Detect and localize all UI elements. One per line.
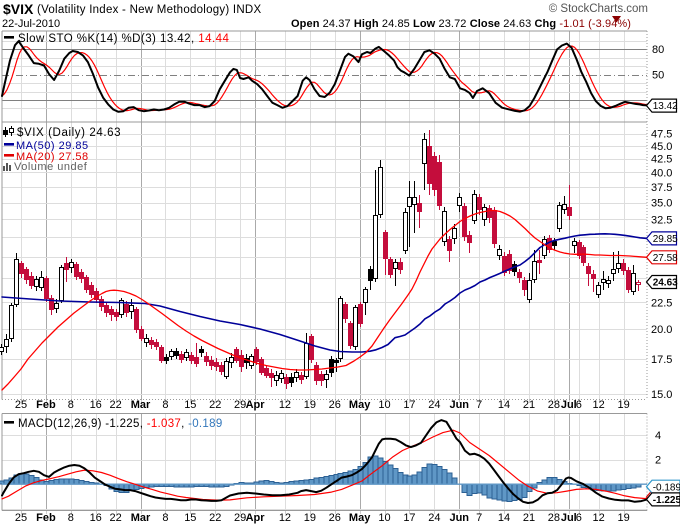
svg-text:MACD(12,26,9) -1.225, -1.037,: MACD(12,26,9) -1.225, -1.037, -0.189 [18, 418, 223, 430]
svg-text:8: 8 [162, 512, 168, 524]
svg-text:© StockCharts.com: © StockCharts.com [549, 3, 648, 15]
svg-text:22: 22 [209, 399, 221, 411]
svg-text:May: May [349, 399, 371, 411]
svg-text:47.5: 47.5 [651, 129, 672, 141]
svg-text:Feb: Feb [36, 399, 56, 411]
svg-text:42.5: 42.5 [651, 154, 672, 166]
svg-text:12: 12 [593, 512, 605, 524]
svg-text:19: 19 [617, 512, 629, 524]
svg-text:40.0: 40.0 [651, 167, 672, 179]
svg-text:Mar: Mar [131, 399, 151, 411]
svg-text:26: 26 [329, 399, 341, 411]
svg-text:45.0: 45.0 [651, 141, 672, 153]
svg-text:Feb: Feb [36, 512, 56, 524]
svg-text:8: 8 [68, 512, 74, 524]
svg-text:22-Jul-2010: 22-Jul-2010 [2, 18, 60, 30]
svg-text:10: 10 [378, 512, 390, 524]
svg-text:MA(50) 29.85: MA(50) 29.85 [16, 140, 89, 152]
svg-text:7: 7 [476, 399, 482, 411]
svg-text:14: 14 [498, 512, 510, 524]
svg-text:37.5: 37.5 [651, 182, 672, 194]
svg-text:Mar: Mar [131, 512, 151, 524]
svg-text:22: 22 [109, 512, 121, 524]
svg-text:Jul: Jul [561, 512, 577, 524]
svg-text:Jun: Jun [449, 512, 469, 524]
svg-text:28: 28 [548, 512, 560, 524]
svg-text:Apr: Apr [246, 512, 266, 524]
svg-text:21: 21 [523, 512, 535, 524]
svg-text:22: 22 [109, 399, 121, 411]
svg-text:12: 12 [279, 512, 291, 524]
svg-text:-1.225: -1.225 [653, 495, 680, 506]
svg-text:22.5: 22.5 [651, 297, 672, 309]
svg-text:22: 22 [209, 512, 221, 524]
svg-text:12: 12 [593, 399, 605, 411]
svg-text:-0.189: -0.189 [653, 482, 680, 493]
svg-text:14: 14 [498, 399, 510, 411]
svg-text:Apr: Apr [246, 399, 266, 411]
svg-text:19: 19 [617, 399, 629, 411]
svg-text:May: May [349, 512, 371, 524]
svg-text:Jul: Jul [561, 399, 577, 411]
svg-text:19: 19 [304, 512, 316, 524]
svg-text:24.63: 24.63 [653, 278, 678, 289]
svg-text:10: 10 [378, 399, 390, 411]
svg-text:24: 24 [428, 512, 440, 524]
svg-text:4: 4 [655, 430, 661, 442]
svg-text:21: 21 [523, 399, 535, 411]
svg-text:26: 26 [329, 512, 341, 524]
svg-text:29: 29 [234, 399, 246, 411]
svg-text:25: 25 [15, 399, 27, 411]
svg-text:7: 7 [476, 512, 482, 524]
svg-text:6: 6 [576, 512, 582, 524]
svg-text:35.0: 35.0 [651, 198, 672, 210]
svg-text:15: 15 [184, 399, 196, 411]
svg-text:13.42: 13.42 [653, 101, 678, 112]
svg-text:50: 50 [652, 69, 664, 81]
svg-text:MA(20) 27.58: MA(20) 27.58 [16, 151, 89, 163]
svg-text:Jun: Jun [449, 399, 469, 411]
svg-text:15.0: 15.0 [651, 389, 672, 401]
svg-text:16: 16 [90, 399, 102, 411]
svg-text:Slow STO %K(14) %D(3) 13.42, 1: Slow STO %K(14) %D(3) 13.42, 14.44 [18, 33, 229, 45]
svg-text:6: 6 [576, 399, 582, 411]
svg-text:8: 8 [68, 399, 74, 411]
svg-text:27.58: 27.58 [653, 253, 678, 264]
svg-text:28: 28 [548, 399, 560, 411]
svg-text:20.0: 20.0 [651, 324, 672, 336]
svg-text:29: 29 [234, 512, 246, 524]
svg-text:12: 12 [279, 399, 291, 411]
svg-text:$VIX (Daily) 24.63: $VIX (Daily) 24.63 [17, 127, 121, 139]
svg-text:29.85: 29.85 [653, 234, 678, 245]
svg-text:17: 17 [403, 399, 415, 411]
svg-text:2: 2 [655, 455, 661, 467]
svg-text:25: 25 [15, 512, 27, 524]
svg-text:24: 24 [428, 399, 440, 411]
svg-text:80: 80 [652, 44, 664, 56]
svg-text:15: 15 [184, 512, 196, 524]
svg-text:Open 24.37 High 24.85 Low 23.7: Open 24.37 High 24.85 Low 23.72 Close 24… [291, 18, 631, 30]
svg-text:8: 8 [162, 399, 168, 411]
svg-text:17.5: 17.5 [651, 354, 672, 366]
svg-text:(Volatility Index - New Method: (Volatility Index - New Methodology) IND… [37, 4, 261, 16]
svg-text:16: 16 [90, 512, 102, 524]
svg-text:Volume undef: Volume undef [14, 161, 88, 173]
svg-text:17: 17 [403, 512, 415, 524]
svg-text:19: 19 [304, 399, 316, 411]
svg-text:$VIX: $VIX [3, 1, 34, 17]
svg-text:32.5: 32.5 [651, 214, 672, 226]
